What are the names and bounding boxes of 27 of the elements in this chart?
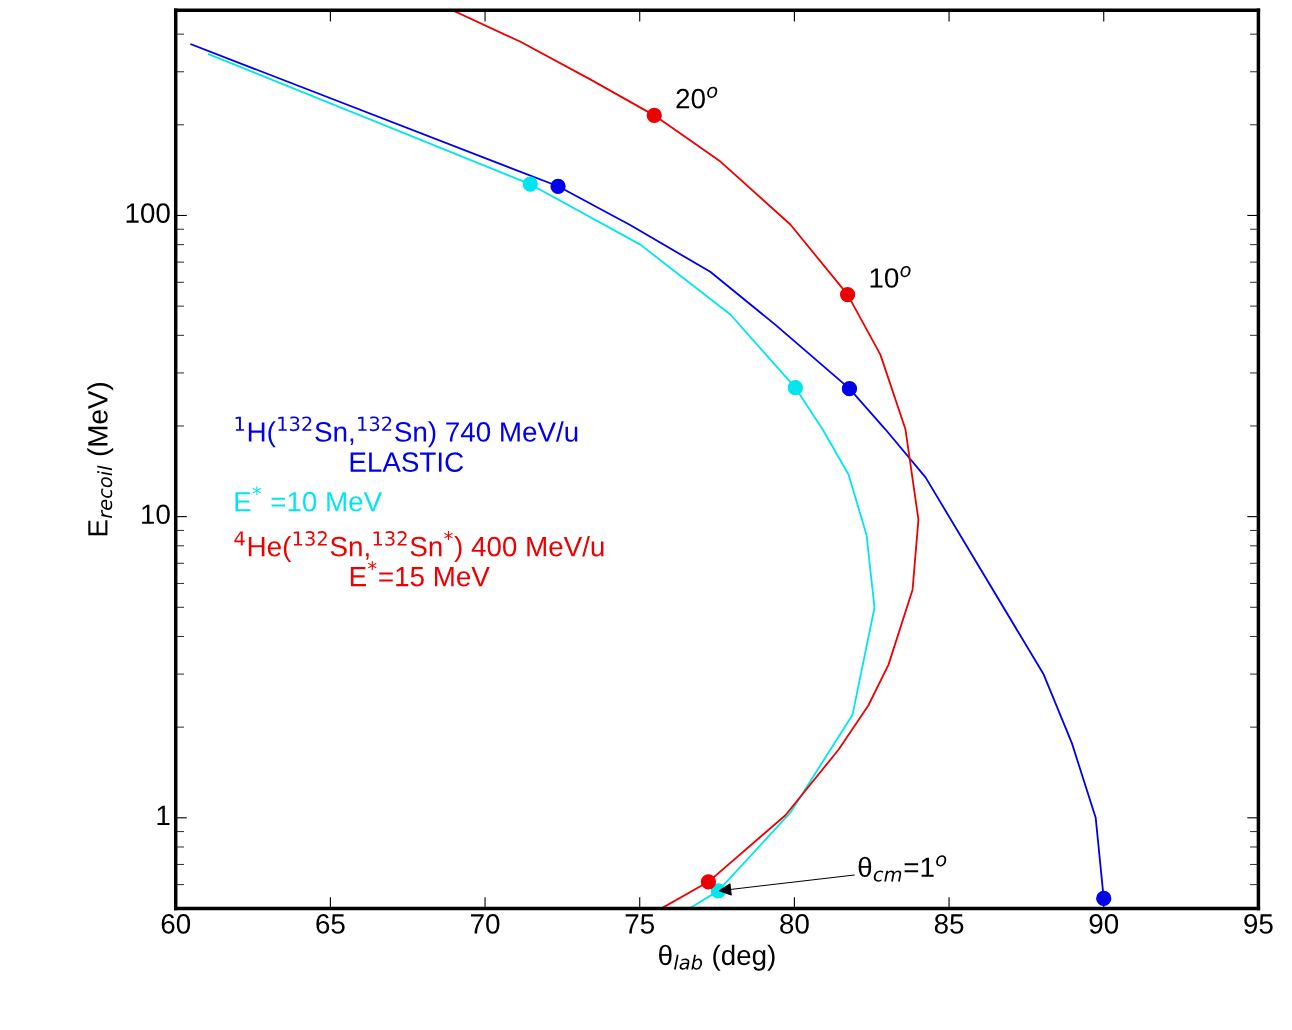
point <box>700 874 717 890</box>
text: $^{4}$He($^{132}$Sn,$^{132}$Sn$^{*}$) 400 MeV/u E$^{*}$=15 MeV <box>234 531 604 587</box>
point <box>787 380 803 396</box>
y-tick-label: 10 <box>142 504 170 525</box>
point <box>1096 890 1112 907</box>
annotation: 20$^{o}$ <box>676 86 718 109</box>
text: $^{1}$H($^{132}$Sn,$^{132}$Sn) 740 MeV/u ELASTIC <box>235 416 578 472</box>
x-tick-label: 70 <box>471 914 500 934</box>
point <box>646 107 662 123</box>
annotation: θ$_{cm}$=1$^{o}$ <box>858 855 947 882</box>
annotation: 10$^{o}$ <box>870 266 911 288</box>
x-tick-label: 80 <box>780 914 809 934</box>
x-tick-label: 90 <box>1089 914 1119 934</box>
x-tick-label: 65 <box>316 914 345 934</box>
point <box>839 286 856 303</box>
y-axis-title: E$_{recoil}$ (MeV) <box>87 383 114 536</box>
y-tick-label: 100 <box>126 203 170 223</box>
x-tick-label: 85 <box>934 914 964 934</box>
point <box>841 381 858 397</box>
x-tick-label: 95 <box>1244 914 1273 934</box>
point <box>522 176 538 192</box>
x-tick-label: 60 <box>161 914 191 934</box>
x-axis-title: θ$_{lab}$ (deg) <box>659 944 775 971</box>
x-tick-label: 75 <box>625 914 655 934</box>
text: E$^{*}$ =10 MeV <box>235 486 383 512</box>
y-tick-label: 1 <box>157 805 170 825</box>
point <box>550 178 566 194</box>
